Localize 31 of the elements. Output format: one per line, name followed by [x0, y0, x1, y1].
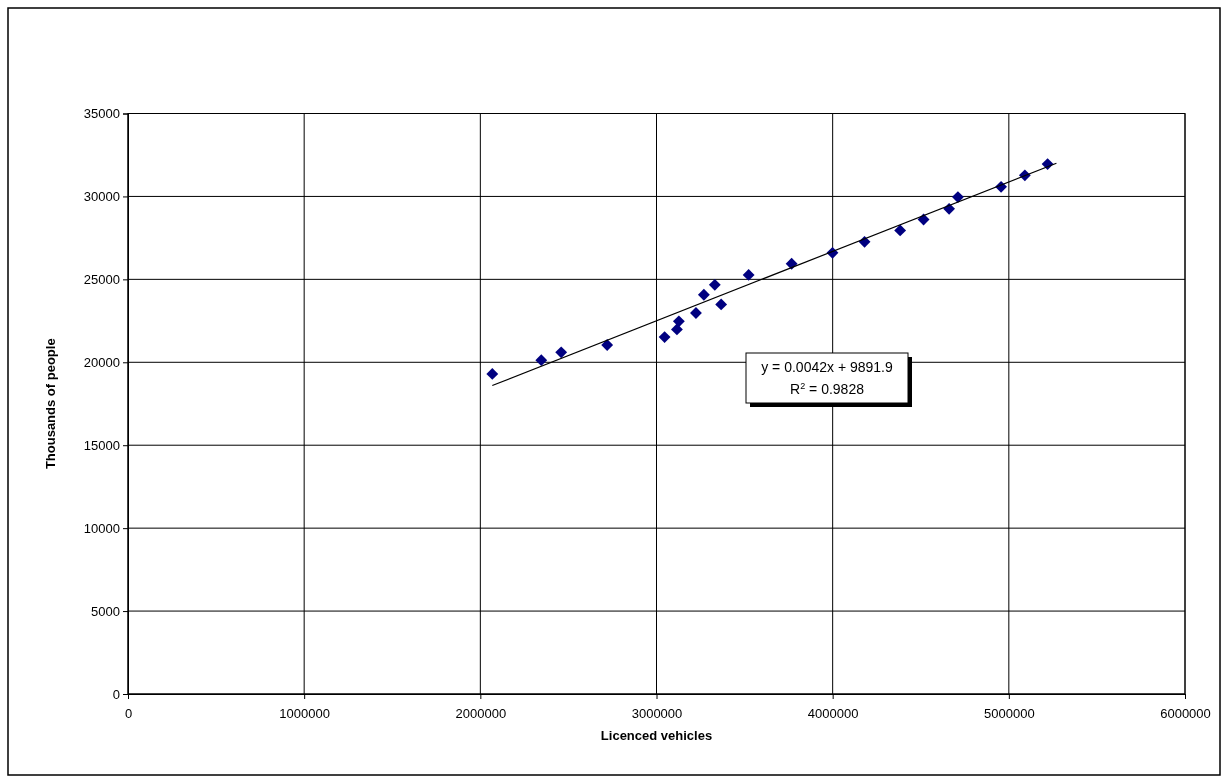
point [555, 346, 568, 359]
x-tick-label: 4000000 [807, 705, 859, 721]
point [672, 315, 685, 328]
point [742, 268, 755, 281]
point [697, 288, 710, 301]
y-tick-label: 10000 [83, 520, 120, 536]
point [486, 367, 499, 380]
point [894, 224, 907, 237]
y-tick-label: 35000 [83, 106, 120, 122]
x-tick-label: 6000000 [1160, 705, 1211, 721]
x-tick-label: 3000000 [631, 705, 683, 721]
annotation: R$^{2}$ = 0.9828 [790, 381, 865, 397]
x-tick-label: 5000000 [984, 705, 1035, 721]
y-axis-title: Thousands of people [43, 338, 58, 470]
point [708, 278, 721, 291]
point [658, 331, 671, 343]
y-tick-label: 0 [112, 686, 120, 702]
y-tick-label: 30000 [83, 189, 120, 205]
y-tick-label: 20000 [83, 354, 120, 370]
annotation: y = 0.0042x + 9891.9 [761, 359, 893, 375]
x-tick-label: 1000000 [279, 705, 330, 721]
x-tick-label: 0 [124, 705, 133, 721]
point [535, 354, 548, 367]
y-tick-label: 15000 [83, 437, 120, 453]
y-tick-label: 5000 [91, 603, 120, 619]
x-axis-title: Licenced vehicles [600, 728, 713, 743]
point [715, 298, 728, 311]
x-tick-label: 2000000 [455, 705, 507, 721]
point [952, 191, 964, 204]
point [601, 339, 614, 351]
y-tick-label: 25000 [83, 272, 120, 288]
